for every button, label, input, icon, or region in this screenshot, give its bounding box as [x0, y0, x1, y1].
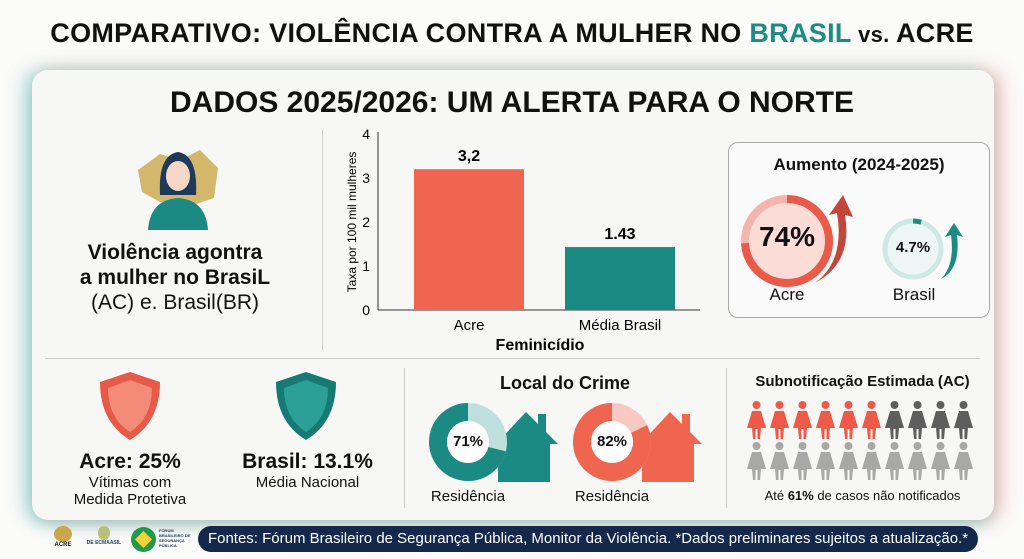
person-icon — [816, 442, 835, 480]
divider — [45, 358, 980, 359]
desc-line-1: Violência agontra — [87, 241, 263, 264]
acre-protective: Acre: 25% Vítimas com Medida Protetiva — [50, 450, 210, 508]
person-icon — [954, 442, 973, 480]
underreporting-value: 61% — [787, 488, 814, 503]
y-tick-label: 4 — [362, 126, 370, 142]
person-icon — [908, 401, 927, 439]
x-axis-label: Feminicídio — [496, 337, 585, 354]
increase-box: Aumento (2024-2025) 74% Acre 4.7% Brasil — [728, 142, 990, 318]
person-icon — [839, 442, 858, 480]
divider — [404, 368, 405, 508]
brasil-increase-ring — [882, 218, 963, 280]
person-icon — [885, 401, 904, 439]
brasil-protective-sub: Média Nacional — [255, 474, 360, 491]
y-tick-label: 0 — [362, 302, 370, 318]
donut-value: 71% — [452, 433, 484, 450]
person-icon — [885, 442, 904, 480]
increase-title: Aumento (2024-2025) — [773, 155, 945, 174]
person-icon — [931, 442, 950, 480]
desc-line-3: (AC) e. Brasil(BR) — [90, 291, 259, 314]
x-tick-label: Acre — [454, 317, 485, 334]
title-vs: vs. — [851, 22, 896, 47]
donut-fill — [573, 403, 651, 481]
main-title: COMPARATIVO: VIOLÊNCIA CONTRA A MULHER N… — [0, 18, 1024, 49]
government-logo-text: DE ECMAASIL — [86, 540, 122, 546]
bar-0 — [414, 169, 524, 310]
underreporting-title: Subnotificação Estimada (AC) — [755, 373, 970, 390]
fbsp-logo — [131, 527, 156, 552]
bar-1 — [565, 247, 675, 310]
woman-map-icon — [130, 140, 225, 230]
government-logo: DE ECMAASIL — [82, 526, 126, 546]
feminicide-bar-chart: 0 1 2 3 4 Taxa por 100 mil mulheres 3,2 Acre 1.4… — [330, 120, 710, 360]
person-icon — [931, 401, 950, 439]
acre-logo-text: ACRE — [54, 542, 72, 548]
person-icon — [770, 401, 789, 439]
acre-logo: ACRE — [50, 526, 76, 548]
acre-protective-sub1: Vítimas com — [88, 474, 172, 491]
crime-location-title: Local do Crime — [499, 373, 631, 393]
person-icon — [862, 401, 881, 439]
person-icon — [816, 401, 835, 439]
fbsp-logo-text: FÓRUM BRASILEIRO DE SEGURANÇA PÚBLICA — [159, 528, 191, 548]
y-tick-label: 1 — [362, 258, 370, 274]
y-axis-label: Taxa por 100 mil mulheres — [345, 152, 359, 293]
acre-increase-label: Acre — [769, 285, 805, 304]
person-icon — [862, 442, 881, 480]
person-icon — [747, 442, 766, 480]
title-brasil: BRASIL — [749, 18, 852, 48]
arrow-up-icon — [815, 195, 853, 283]
divider — [726, 368, 727, 508]
bar-value-label: 1.43 — [604, 226, 635, 243]
bar-value-label: 3,2 — [458, 148, 480, 165]
people-pictogram — [745, 400, 975, 482]
person-icon — [793, 401, 812, 439]
arrow-up-icon — [941, 223, 963, 279]
donut-1 — [572, 400, 707, 485]
caption-post: de casos não notificados — [813, 488, 961, 503]
title-acre: ACRE — [895, 18, 974, 48]
underreporting-caption: Até 61% de casos não notificados — [730, 488, 995, 503]
donut-label: Residência — [430, 488, 506, 505]
person-icon — [747, 401, 766, 439]
house-icon — [498, 412, 558, 482]
divider — [322, 130, 323, 350]
person-icon — [770, 442, 789, 480]
acre-protective-value: Acre: 25% — [79, 450, 181, 473]
x-tick-label: Média Brasil — [579, 317, 662, 334]
person-icon — [908, 442, 927, 480]
desc-line-2: a mulher no BrasiL — [79, 266, 271, 289]
brasil-increase-value: 4.7% — [895, 239, 931, 256]
person-icon — [954, 401, 973, 439]
caption-pre: Até — [764, 488, 788, 503]
donut-fill — [429, 403, 507, 481]
y-tick-label: 2 — [362, 214, 370, 230]
acre-increase-value: 74% — [758, 221, 816, 252]
donut-value: 82% — [596, 433, 628, 450]
section-heading: DADOS 2025/2026: UM ALERTA PARA O NORTE — [169, 86, 854, 119]
brasil-shield-icon — [276, 372, 336, 440]
donut-label: Residência — [574, 488, 650, 505]
title-prefix: COMPARATIVO: VIOLÊNCIA CONTRA A MULHER N… — [50, 18, 750, 48]
y-tick-label: 3 — [362, 170, 370, 186]
brasil-increase-label: Brasil — [892, 285, 936, 304]
acre-shield-icon — [100, 372, 160, 440]
brasil-protective: Brasil: 13.1% Média Nacional — [225, 450, 390, 491]
acre-protective-sub2: Medida Protetiva — [73, 491, 187, 508]
sources-footer: Fontes: Fórum Brasileiro de Segurança Pú… — [198, 526, 978, 552]
left-description: Violência agontra a mulher no BrasiL (AC… — [55, 240, 295, 315]
brasil-protective-value: Brasil: 13.1% — [242, 450, 373, 473]
person-icon — [793, 442, 812, 480]
house-icon — [642, 412, 702, 482]
person-icon — [839, 401, 858, 439]
acre-increase-ring — [741, 195, 853, 287]
donut-0 — [428, 400, 563, 485]
